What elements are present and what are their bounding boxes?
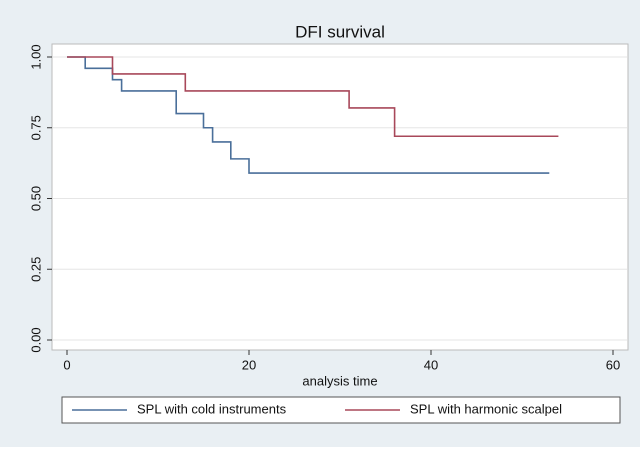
x-tick-label: 20 (242, 357, 256, 372)
y-tick-label: 0.00 (28, 327, 43, 352)
y-tick-label: 1.00 (28, 44, 43, 69)
x-tick-label: 40 (424, 357, 438, 372)
y-tick-label: 0.25 (28, 257, 43, 282)
chart-title: DFI survival (295, 22, 385, 41)
x-axis-label: analysis time (302, 373, 377, 388)
x-tick-label: 0 (63, 357, 70, 372)
survival-line (67, 56, 550, 174)
legend (61, 396, 621, 424)
legend-label: SPL with harmonic scalpel (410, 401, 562, 416)
y-tick-label: 0.75 (28, 115, 43, 140)
y-tick-label: 0.50 (28, 186, 43, 211)
legend-label: SPL with cold instruments (137, 401, 287, 416)
survival-line (67, 56, 559, 138)
plot-area (51, 43, 629, 351)
x-tick-label: 60 (606, 357, 620, 372)
